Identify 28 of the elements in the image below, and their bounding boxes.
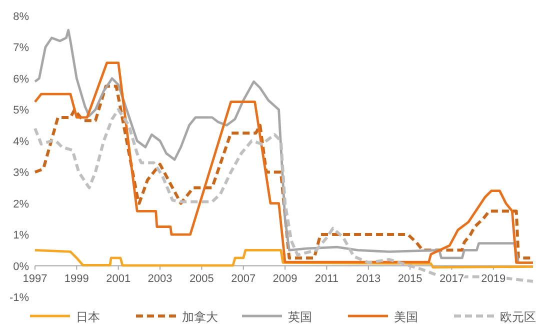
legend-label: 英国 (288, 310, 312, 324)
y-tick-label: -1% (9, 292, 30, 304)
x-tick-label: 2013 (356, 272, 381, 285)
x-tick-label: 2001 (106, 272, 131, 285)
x-tick-label: 2011 (314, 272, 339, 285)
x-tick-label: 2003 (148, 272, 172, 285)
x-tick-label: 2007 (231, 272, 256, 285)
x-tick-label: 1999 (64, 272, 89, 285)
x-tick-label: 1997 (22, 272, 48, 285)
legend-label: 日本 (76, 310, 100, 324)
y-tick-label: 4% (13, 136, 30, 148)
line-series (34, 248, 534, 269)
x-tick-label: 2009 (272, 272, 298, 285)
y-tick-label: 1% (13, 230, 30, 242)
legend-label: 美国 (394, 310, 418, 324)
x-tick-label: 2015 (398, 272, 422, 285)
y-tick-label: 5% (13, 104, 30, 117)
legend-label: 加拿大 (182, 310, 218, 324)
x-tick-label: 2005 (189, 272, 214, 285)
y-tick-label: 3% (13, 167, 30, 180)
x-tick-label: 2019 (481, 272, 506, 285)
y-tick-label: 6% (13, 73, 30, 86)
y-tick-label: 2% (13, 198, 30, 210)
y-tick-label: 7% (13, 42, 30, 54)
y-tick-label: 0% (13, 260, 30, 273)
y-tick-label: 8% (13, 11, 30, 23)
legend-label: 欧元区 (500, 310, 536, 324)
x-tick-label: 2017 (439, 272, 464, 285)
